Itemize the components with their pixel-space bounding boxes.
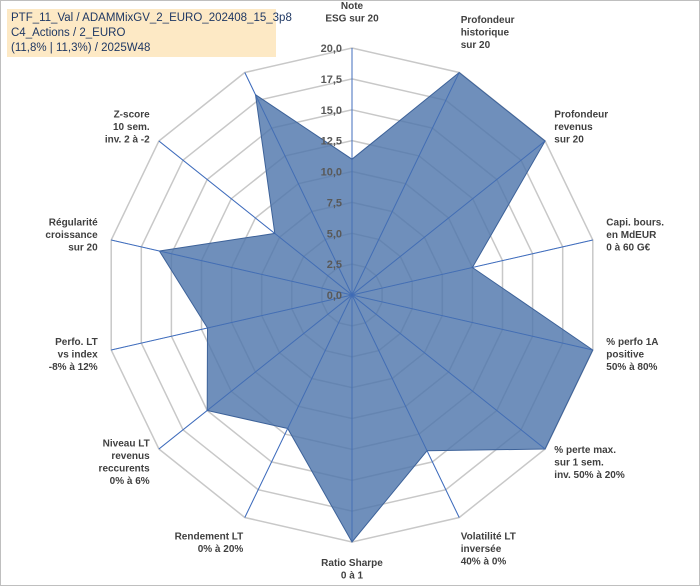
axis-spoke-overlay [244, 294, 353, 518]
axis-label: Z-score 10 sem. inv. 2 à -2 [105, 110, 150, 146]
tick-label: 10,0 [321, 167, 342, 179]
axis-spoke-overlay [244, 72, 353, 296]
axis-spoke-overlay [351, 294, 546, 450]
axis-label: Ratio Sharpe 0 à 1 [321, 558, 383, 582]
tick-label: 0,0 [327, 290, 342, 302]
tick-label: 7,5 [327, 197, 342, 209]
axis-spoke-overlay [351, 239, 593, 296]
axis-label: Niveau LT revenus reccurents 0% à 6% [99, 439, 151, 488]
axis-label: Profondeur revenus sur 20 [554, 110, 608, 146]
radar-ticks: 0,0 2,5 5,0 7,5 10,0 12,5 15,0 17,5 20,0 [321, 43, 342, 302]
tick-label: 17,5 [321, 74, 342, 86]
axis-spoke-overlay [158, 140, 353, 296]
axis-label: Volatilité LT inversée 40% à 0% [461, 531, 516, 567]
tick-label: 5,0 [327, 228, 342, 240]
series-area [158, 71, 594, 543]
chart-title-line-1: PTF_11_Val / ADAMMixGV_2_EURO_202408_15_… [11, 12, 292, 24]
radar-series [111, 48, 594, 543]
chart-title-box: PTF_11_Val / ADAMMixGV_2_EURO_202408_15_… [7, 9, 292, 57]
axis-spoke-overlay [351, 294, 593, 351]
axis-label: Rendement LT 0% à 20% [175, 531, 244, 555]
axis-spoke-overlay [351, 140, 546, 296]
axis-spoke-overlay [111, 239, 353, 296]
axis-label: % perfo 1A positive 50% à 80% [606, 337, 658, 373]
axis-spoke-overlay [351, 72, 460, 296]
axis-label: Profondeur historique sur 20 [461, 15, 515, 51]
axis-label: Capi. bours. en MdEUR 0 à 60 G€ [606, 217, 664, 253]
tick-label: 15,0 [321, 105, 342, 117]
axis-label: Régularité croissance sur 20 [45, 217, 98, 253]
chart-title-line-3: (11,8% | 11,3%) / 2025W48 [11, 42, 151, 54]
tick-label: 12,5 [321, 136, 342, 148]
axis-label: Perfo. LT vs index -8% à 12% [49, 337, 98, 373]
axis-spoke-overlay [111, 294, 353, 351]
axis-label: % perte max. sur 1 sem. inv. 50% à 20% [554, 445, 625, 481]
tick-label: 20,0 [321, 43, 342, 55]
axis-spoke-overlay [158, 294, 353, 450]
tick-label: 2,5 [327, 259, 342, 271]
axis-label: Note ESG sur 20 [325, 1, 379, 25]
chart-title-line-2: C4_Actions / 2_EURO [11, 27, 126, 39]
axis-spoke-overlay [351, 294, 460, 518]
